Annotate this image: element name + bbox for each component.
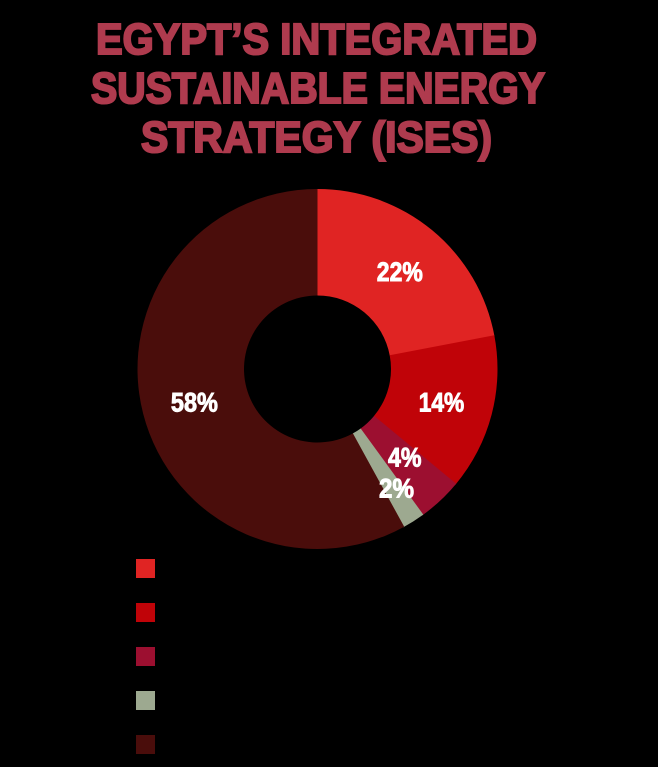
svg-text:4%: 4%: [388, 442, 422, 472]
svg-text:SUSTAINABLE ENERGY: SUSTAINABLE ENERGY: [91, 65, 545, 113]
svg-text:2%: 2%: [379, 473, 414, 503]
svg-text:58%: 58%: [171, 387, 218, 417]
svg-text:14%: 14%: [419, 387, 465, 417]
svg-text:22%: 22%: [377, 257, 423, 287]
svg-text:STRATEGY (ISES): STRATEGY (ISES): [141, 114, 492, 162]
svg-text:EGYPT’S INTEGRATED: EGYPT’S INTEGRATED: [96, 16, 537, 64]
